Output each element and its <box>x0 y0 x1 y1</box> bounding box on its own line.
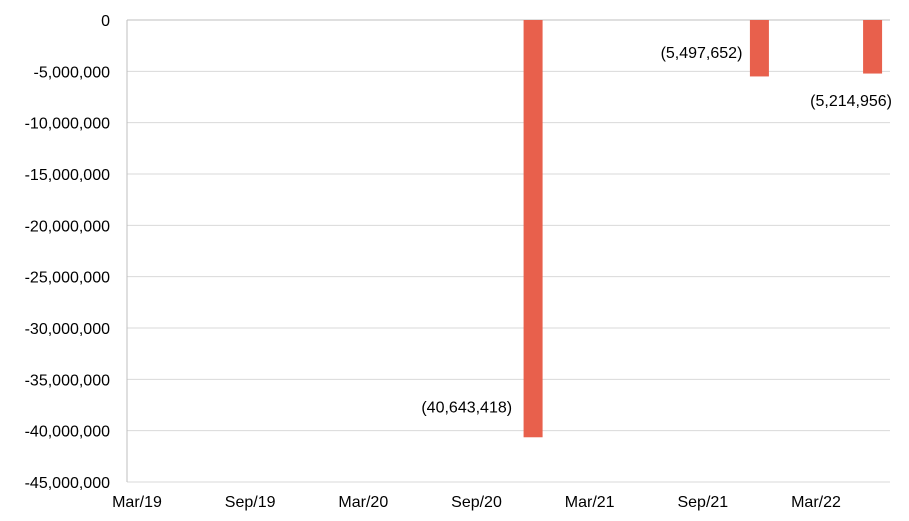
x-tick-label: Mar/20 <box>338 494 388 511</box>
bar <box>523 20 543 438</box>
x-tick-label: Sep/21 <box>677 494 728 511</box>
y-tick-label: -15,000,000 <box>25 167 111 184</box>
y-tick-label: -10,000,000 <box>25 116 111 133</box>
data-label: (5,497,652) <box>661 45 743 62</box>
gridlines <box>127 70 890 483</box>
y-tick-label: -35,000,000 <box>25 372 111 389</box>
bar <box>863 20 883 74</box>
y-tick-label: -45,000,000 <box>25 475 111 492</box>
data-label: (40,643,418) <box>421 399 512 416</box>
y-tick-label: -30,000,000 <box>25 321 111 338</box>
data-label: (5,214,956) <box>810 93 892 110</box>
bar <box>749 20 769 77</box>
x-tick-label: Sep/20 <box>451 494 502 511</box>
x-axis-ticks: Mar/19 Sep/19 Mar/20 Sep/20 Mar/21 Sep/21 Mar/… <box>112 494 841 511</box>
y-tick-label: -25,000,000 <box>25 270 111 287</box>
y-tick-label: -20,000,000 <box>25 218 111 235</box>
y-tick-label: -5,000,000 <box>33 64 110 81</box>
x-tick-label: Mar/22 <box>791 494 841 511</box>
y-axis-ticks: 0 -5,000,000 -10,000,000 -15,000,000 -20,000… <box>25 13 111 492</box>
x-tick-label: Mar/19 <box>112 494 162 511</box>
data-labels: (40,643,418) (5,497,652) (5,214,956) <box>421 45 892 416</box>
y-tick-label: -40,000,000 <box>25 424 111 441</box>
bars <box>523 20 883 438</box>
x-tick-label: Mar/21 <box>565 494 615 511</box>
y-tick-label: 0 <box>101 13 110 30</box>
x-tick-label: Sep/19 <box>225 494 276 511</box>
